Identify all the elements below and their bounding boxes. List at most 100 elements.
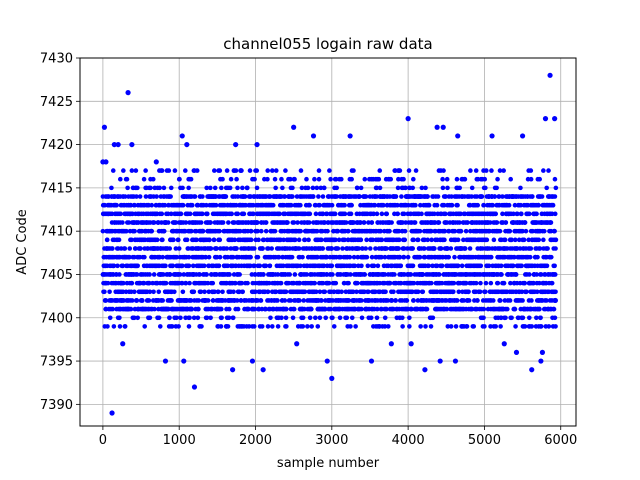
data-point [265, 324, 271, 329]
data-point [129, 141, 135, 148]
data-point [198, 289, 204, 295]
data-point [232, 237, 238, 243]
data-point [361, 220, 367, 225]
data-point [373, 246, 378, 251]
data-point [336, 237, 342, 243]
data-point [181, 358, 187, 364]
data-point [368, 315, 374, 321]
data-point [249, 358, 256, 364]
data-point [502, 237, 508, 243]
data-point [448, 246, 454, 251]
data-point [545, 246, 550, 251]
data-point [184, 141, 190, 148]
data-point [276, 254, 282, 260]
data-point [315, 254, 320, 260]
data-point [269, 168, 275, 173]
data-point [493, 211, 499, 217]
data-point [267, 263, 273, 269]
data-point [239, 280, 245, 286]
data-point [381, 202, 386, 208]
data-point [252, 306, 258, 312]
data-point [292, 272, 298, 277]
data-point [172, 168, 178, 173]
data-point [234, 246, 239, 251]
data-point [298, 263, 303, 269]
data-point [408, 272, 414, 277]
data-point [522, 280, 528, 286]
data-point [553, 185, 559, 191]
plot-area-frame [79, 57, 577, 427]
data-point [439, 280, 445, 286]
data-point [434, 202, 440, 208]
data-point [537, 246, 543, 251]
data-point [139, 298, 145, 303]
data-point [351, 254, 357, 260]
data-point [147, 272, 152, 277]
x-axis-label: sample number [277, 456, 380, 471]
data-point [501, 341, 507, 347]
data-point [473, 168, 479, 173]
data-point [513, 272, 519, 277]
data-point [452, 358, 459, 364]
data-point [187, 315, 192, 321]
data-point [251, 211, 256, 217]
data-point [376, 176, 382, 182]
data-point [224, 168, 230, 173]
data-point [128, 202, 133, 208]
data-point [422, 246, 427, 251]
data-point [552, 116, 558, 122]
data-point [459, 263, 465, 269]
data-point [246, 324, 252, 329]
data-point [490, 202, 495, 208]
data-point [328, 176, 333, 182]
data-point [316, 194, 321, 199]
data-point [213, 202, 219, 208]
data-point [426, 263, 431, 269]
data-point [541, 237, 546, 243]
data-point [265, 176, 270, 182]
data-point [107, 289, 112, 295]
chart-title: channel055 logain raw data [223, 35, 432, 53]
data-point [294, 341, 300, 347]
data-point [441, 168, 446, 173]
data-point [149, 202, 155, 208]
data-point [396, 176, 401, 182]
data-point [110, 306, 115, 312]
data-point [322, 220, 327, 225]
data-point [285, 220, 290, 225]
data-point [237, 272, 242, 277]
data-point [176, 324, 181, 329]
data-point [208, 220, 213, 225]
data-point [483, 185, 488, 191]
data-point [208, 185, 213, 191]
data-point [159, 211, 165, 217]
data-point [200, 194, 205, 199]
data-point [450, 289, 456, 295]
data-point [284, 306, 289, 312]
data-point [228, 176, 234, 182]
data-point [406, 168, 412, 173]
data-point [404, 298, 410, 303]
data-point [446, 228, 452, 234]
data-point [230, 315, 236, 321]
data-point [348, 211, 354, 217]
data-point [360, 246, 365, 251]
data-point [467, 246, 473, 251]
data-point [387, 228, 392, 234]
data-point [219, 315, 224, 321]
data-point [129, 280, 135, 286]
data-point [309, 306, 314, 312]
data-point [254, 185, 260, 191]
data-point [109, 185, 114, 191]
data-point [103, 159, 109, 165]
data-point [538, 272, 544, 277]
data-point [142, 254, 147, 260]
data-point [475, 202, 481, 208]
data-point [275, 324, 281, 329]
data-point [107, 315, 113, 321]
data-point [523, 228, 529, 234]
data-point [519, 133, 526, 139]
data-point [449, 202, 455, 208]
data-point [498, 324, 503, 329]
data-point [481, 315, 486, 321]
